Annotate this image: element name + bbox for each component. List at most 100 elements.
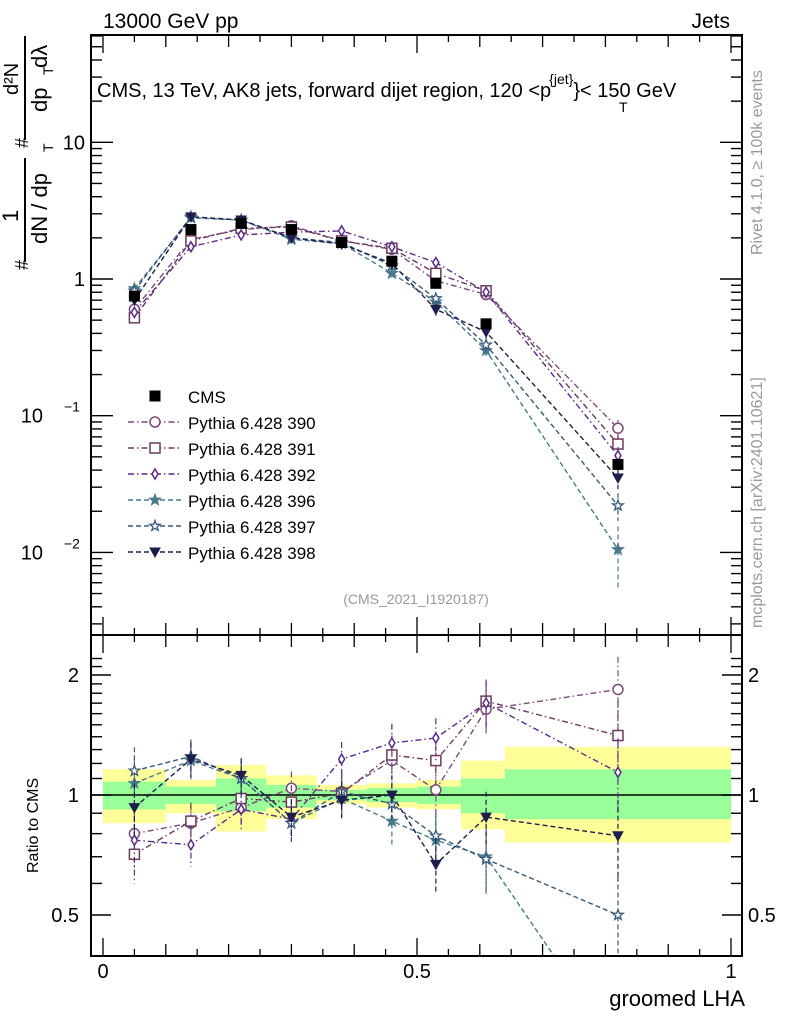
main-point-396	[610, 542, 626, 556]
ratio-point-398	[185, 754, 197, 766]
legend-marker	[149, 442, 161, 454]
ratio-point-397	[478, 851, 494, 866]
ylabel-den-sub: T	[40, 143, 56, 152]
main-line-391	[133, 226, 619, 445]
legend: CMS Pythia 6.428 390 Pythia 6.428 391 Pythi…	[128, 388, 316, 563]
main-point-398	[185, 212, 197, 223]
ratio-point-397	[127, 763, 142, 777]
main-point-392	[388, 240, 396, 254]
legend-marker	[147, 518, 163, 532]
main-point-392	[237, 228, 246, 242]
main-point-398	[612, 473, 624, 485]
ylabel-num: 1	[0, 210, 23, 222]
ylabel-rhs-hash: #	[12, 138, 32, 148]
legend-label: Pythia 6.428 390	[188, 414, 316, 433]
data-point	[480, 318, 492, 330]
ratio-axes: 2 2 1 1 0.5 0.5 0 0.5 1	[51, 634, 776, 983]
header-left: 13000 GeV pp	[103, 10, 238, 33]
ratio-series-lines	[133, 688, 619, 956]
ratio-ytick-label-right: 2	[748, 665, 759, 687]
ratio-point-392	[614, 765, 622, 779]
x-tick-label: 0.5	[403, 961, 431, 983]
main-point-392	[337, 224, 346, 238]
legend-marker	[149, 547, 161, 559]
legend-marker-cms	[149, 390, 161, 402]
title-tail: }< 150 GeV	[573, 80, 677, 102]
ylabel-rhs-tail: dλ	[27, 45, 52, 68]
ratio-point-398	[480, 812, 492, 824]
main-point-392	[431, 256, 440, 269]
main-ytick-exponent: −2	[64, 535, 80, 551]
main-point-398	[429, 304, 442, 316]
ratio-point-392	[130, 833, 139, 847]
main-ylabel: 1 dN / dp T # d²N # dp T dλ	[0, 36, 56, 270]
main-point-392	[482, 285, 490, 299]
ratio-point-398	[285, 812, 298, 824]
ratio-point-391	[185, 815, 197, 827]
legend-marker	[147, 492, 163, 506]
legend-label: Pythia 6.428 396	[188, 492, 316, 511]
x-axis-label: groomed LHA	[609, 986, 745, 1011]
main-axes: 10 1 10 −1 10 −2	[21, 34, 743, 636]
ratio-line-397	[134, 755, 619, 916]
legend-label: Pythia 6.428 391	[188, 440, 316, 459]
legend-label: Pythia 6.428 392	[188, 466, 316, 485]
data-point	[285, 224, 297, 236]
ratio-point-390	[430, 784, 442, 796]
main-line-397	[133, 216, 619, 507]
main-point-390	[612, 422, 624, 434]
main-ytick-label: 1	[74, 269, 85, 291]
header-right: Jets	[691, 10, 730, 33]
x-tick-label: 0	[97, 961, 108, 983]
main-point-392	[187, 240, 195, 254]
x-tick-label: 1	[725, 961, 736, 983]
ratio-point-390	[612, 683, 624, 696]
ratio-ylabel: Ratio to CMS	[25, 778, 42, 873]
ratio-point-392	[187, 838, 195, 852]
ratio-point-392	[237, 802, 246, 816]
data-point	[430, 277, 442, 289]
ratio-point-391	[430, 754, 442, 767]
ylabel-rhs-den: dp	[27, 88, 52, 112]
main-line-398	[133, 216, 619, 479]
analysis-watermark: (CMS_2021_I1920187)	[343, 591, 489, 607]
legend-label: Pythia 6.428 397	[188, 518, 316, 537]
ylabel-den: dN / dp	[27, 173, 52, 244]
ratio-series-markers	[127, 656, 626, 956]
ratio-point-392	[482, 696, 490, 710]
main-point-397	[610, 498, 626, 512]
ratio-line-398	[133, 758, 619, 866]
main-ytick-label: 10	[21, 406, 43, 428]
legend-label-cms: CMS	[188, 388, 226, 407]
title-sub: T	[619, 99, 628, 115]
legend-label: Pythia 6.428 398	[188, 544, 316, 563]
data-point	[612, 458, 624, 470]
data-point	[185, 224, 197, 236]
title-sup: {jet}	[549, 71, 573, 87]
main-ytick-exponent: −1	[64, 399, 80, 415]
ratio-point-392	[388, 736, 396, 750]
ratio-point-398	[235, 770, 248, 782]
ratio-ytick-label-left: 1	[68, 785, 79, 807]
main-ytick-label: 10	[21, 542, 43, 564]
ratio-ytick-label-left: 2	[68, 665, 79, 687]
ratio-point-398	[386, 790, 398, 802]
main-point-396	[384, 265, 399, 280]
legend-marker	[149, 416, 161, 428]
ratio-ytick-label-right: 0.5	[748, 905, 776, 927]
ratio-point-392	[337, 752, 346, 766]
ratio-point-397	[428, 828, 443, 842]
plot-title: CMS, 13 TeV, AK8 jets, forward dijet reg…	[97, 71, 677, 102]
main-series-markers	[127, 209, 626, 588]
ylabel-rhs-sub: T	[40, 66, 56, 75]
ratio-point-398	[128, 803, 141, 814]
ratio-uncertainty-bands	[91, 746, 742, 843]
main-point-392	[130, 305, 139, 319]
main-point-391	[430, 267, 442, 280]
ratio-point-392	[431, 731, 440, 745]
ratio-ytick-label-right: 1	[748, 785, 759, 807]
rivet-label: Rivet 4.1.0, ≥ 100k events	[749, 70, 766, 255]
main-point-397	[478, 337, 494, 351]
main-line-396	[133, 217, 619, 550]
